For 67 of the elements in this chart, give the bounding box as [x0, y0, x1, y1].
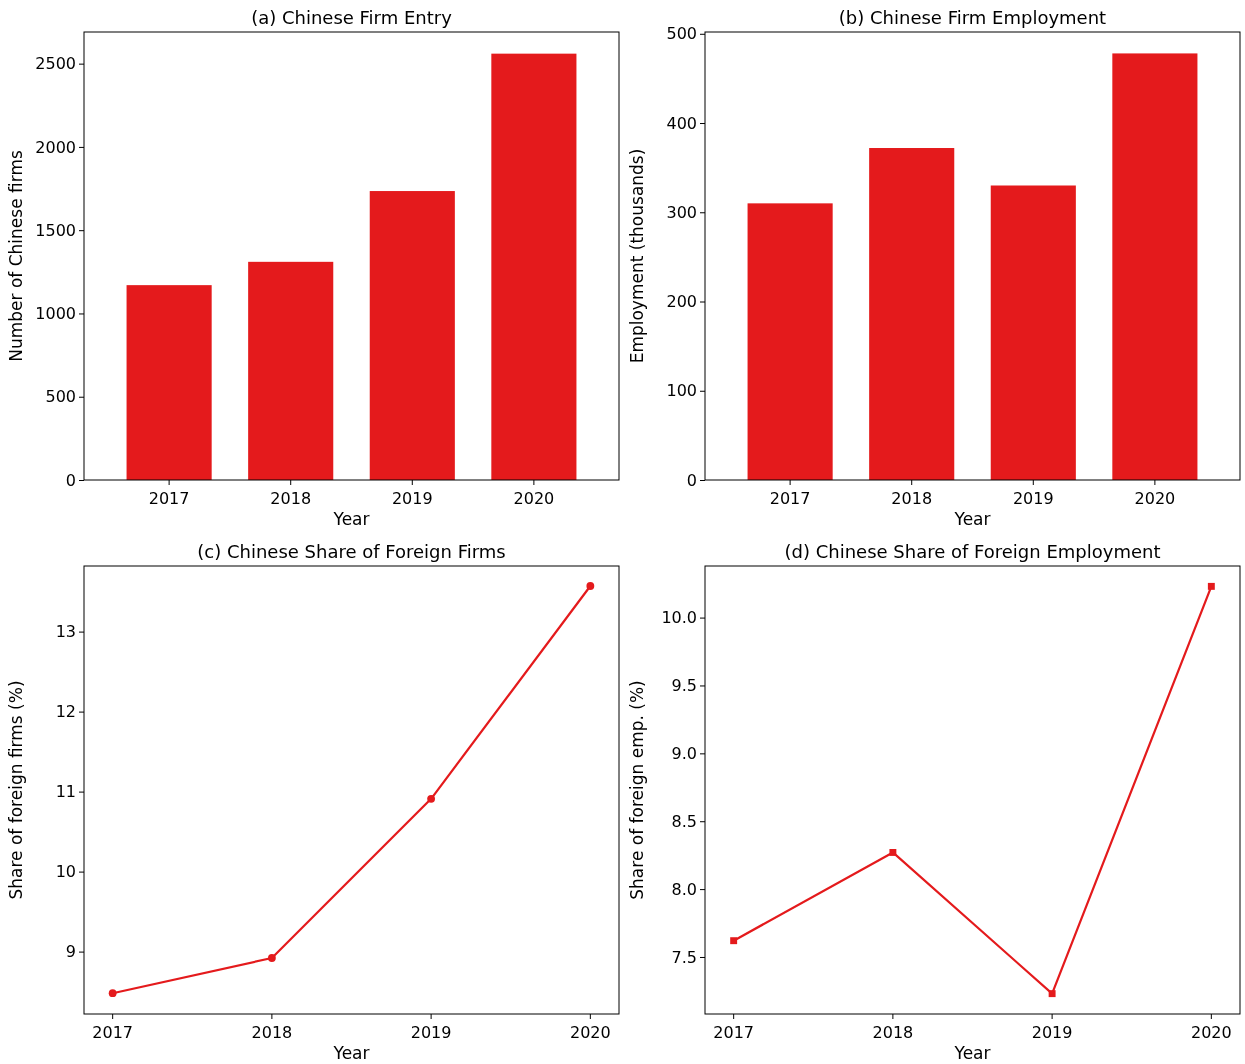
- y-tick-label: 9.0: [671, 743, 697, 763]
- y-tick-label: 500: [45, 387, 76, 407]
- x-axis-title: Year: [953, 509, 991, 529]
- y-tick-label: 8.0: [671, 879, 697, 899]
- point: [108, 989, 117, 998]
- chart-title: (c) Chinese Share of Foreign Firms: [197, 541, 506, 562]
- y-tick-label: 9.5: [671, 676, 697, 696]
- x-tick-label: 2018: [872, 1023, 914, 1042]
- y-tick-label: 0: [686, 470, 697, 490]
- y-tick-label: 2500: [35, 54, 76, 74]
- chart-title: (d) Chinese Share of Foreign Employment: [784, 541, 1161, 562]
- y-axis-title: Share of foreign firms (%): [6, 680, 26, 900]
- y-tick-label: 11: [55, 782, 76, 802]
- bar: [747, 203, 833, 480]
- y-axis-title: Employment (thousands): [627, 148, 647, 364]
- x-tick-label: 2020: [1134, 489, 1176, 508]
- y-tick-label: 13: [55, 622, 76, 642]
- point: [1048, 990, 1056, 998]
- bar: [1112, 53, 1198, 480]
- point: [889, 848, 897, 856]
- y-tick-label: 100: [666, 381, 697, 401]
- bar: [491, 53, 577, 480]
- y-tick-label: 300: [666, 202, 697, 222]
- x-tick-label: 2020: [569, 1023, 611, 1042]
- x-tick-label: 2018: [891, 489, 933, 508]
- x-tick-label: 2019: [391, 489, 433, 508]
- point: [427, 794, 436, 803]
- x-tick-label: 2018: [270, 489, 312, 508]
- y-axis-title: Number of Chinese firms: [6, 150, 26, 362]
- y-axis-title: Share of foreign emp. (%): [627, 680, 647, 900]
- point: [586, 582, 595, 590]
- y-tick-label: 500: [666, 24, 697, 44]
- y-tick-label: 12: [55, 702, 76, 722]
- bar: [126, 285, 212, 480]
- x-tick-label: 2017: [92, 1023, 134, 1042]
- x-axis-title: Year: [953, 1043, 991, 1063]
- bar: [248, 261, 334, 480]
- x-tick-label: 2019: [1031, 1023, 1073, 1042]
- bar: [869, 148, 955, 480]
- y-tick-label: 8.5: [671, 811, 697, 831]
- bar: [369, 191, 455, 480]
- y-tick-label: 1500: [35, 220, 76, 240]
- x-tick-label: 2017: [713, 1023, 755, 1042]
- point: [1207, 582, 1215, 590]
- x-axis-title: Year: [332, 1043, 370, 1063]
- y-tick-label: 9: [65, 942, 76, 962]
- y-tick-label: 200: [666, 292, 697, 312]
- y-tick-label: 2000: [35, 137, 76, 157]
- x-tick-label: 2018: [251, 1023, 293, 1042]
- y-tick-label: 0: [65, 470, 76, 490]
- x-tick-label: 2019: [1012, 489, 1054, 508]
- x-axis-title: Year: [332, 509, 370, 529]
- y-tick-label: 1000: [35, 304, 76, 324]
- x-tick-label: 2017: [769, 489, 811, 508]
- y-tick-label: 10: [55, 862, 76, 882]
- point: [730, 937, 738, 945]
- y-tick-label: 7.5: [671, 947, 697, 967]
- chart-title: (b) Chinese Firm Employment: [838, 7, 1107, 28]
- x-tick-label: 2020: [1190, 1023, 1232, 1042]
- x-tick-label: 2017: [148, 489, 190, 508]
- x-tick-label: 2020: [513, 489, 555, 508]
- y-tick-label: 400: [666, 113, 697, 133]
- chart-title: (a) Chinese Firm Entry: [251, 7, 453, 28]
- bar: [990, 185, 1076, 480]
- point: [267, 954, 276, 962]
- y-tick-label: 10.0: [661, 608, 697, 628]
- x-tick-label: 2019: [410, 1023, 452, 1042]
